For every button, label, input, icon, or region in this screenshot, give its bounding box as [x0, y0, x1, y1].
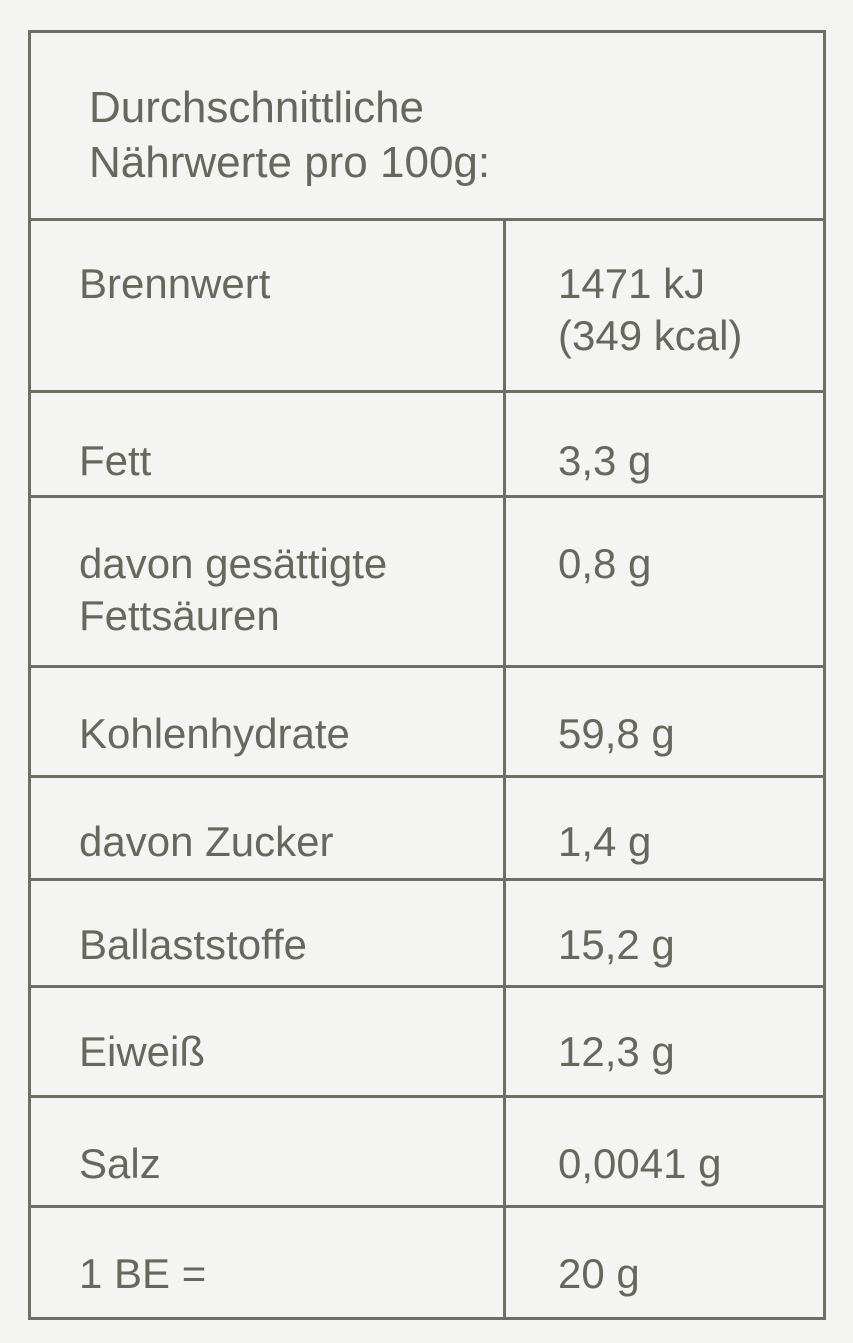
table-row: Salz 0,0041 g: [31, 1098, 823, 1208]
nutrient-label: 1 BE =: [79, 1208, 499, 1320]
nutrient-value: 12,3 g: [503, 988, 823, 1095]
table-row: davon gesättigte Fettsäuren 0,8 g: [31, 498, 823, 668]
nutrient-value: 59,8 g: [503, 668, 823, 775]
nutrient-label: davon gesättigte Fettsäuren: [79, 498, 499, 665]
value-text-2: (349 kcal): [558, 312, 743, 359]
title-line-1: Durchschnittliche: [89, 83, 425, 132]
nutrient-label: Fett: [79, 393, 499, 495]
table-row: Kohlenhydrate 59,8 g: [31, 668, 823, 778]
nutrient-value: 0,0041 g: [503, 1098, 823, 1205]
label-text: Eiweiß: [79, 1028, 206, 1075]
nutrient-value: 0,8 g: [503, 498, 823, 665]
nutrient-value: 1471 kJ (349 kcal): [503, 218, 823, 390]
nutrient-value: 15,2 g: [503, 881, 823, 985]
label-text: Fett: [79, 437, 152, 484]
nutrient-label: davon Zucker: [79, 778, 499, 878]
table-row: davon Zucker 1,4 g: [31, 778, 823, 881]
value-text: 0,0041 g: [558, 1140, 722, 1187]
label-text: 1 BE =: [79, 1250, 207, 1297]
value-text: 0,8 g: [558, 540, 652, 587]
value-text: 3,3 g: [558, 437, 652, 484]
label-text: Salz: [79, 1140, 161, 1187]
label-text: Brennwert: [79, 260, 271, 307]
nutrient-label: Ballaststoffe: [79, 881, 499, 985]
nutrient-label: Brennwert: [79, 218, 499, 390]
table-row: Fett 3,3 g: [31, 393, 823, 498]
nutrition-table: Durchschnittliche Nährwerte pro 100g: Br…: [28, 30, 826, 1320]
label-text: Ballaststoffe: [79, 921, 308, 968]
table-header: Durchschnittliche Nährwerte pro 100g:: [31, 33, 823, 221]
value-text: 12,3 g: [558, 1028, 675, 1075]
value-text: 1,4 g: [558, 818, 652, 865]
table-row: 1 BE = 20 g: [31, 1208, 823, 1320]
nutrient-label: Salz: [79, 1098, 499, 1205]
table-row: Brennwert 1471 kJ (349 kcal): [31, 218, 823, 393]
label-text-2: Fettsäuren: [79, 592, 280, 639]
title-line-2: Nährwerte pro 100g:: [89, 138, 491, 187]
nutrient-value: 1,4 g: [503, 778, 823, 878]
label-text: Kohlenhydrate: [79, 710, 350, 757]
nutrient-label: Eiweiß: [79, 988, 499, 1095]
value-text: 20 g: [558, 1250, 640, 1297]
nutrient-value: 20 g: [503, 1208, 823, 1320]
value-text: 1471 kJ: [558, 260, 706, 307]
table-row: Eiweiß 12,3 g: [31, 988, 823, 1098]
label-text: davon Zucker: [79, 818, 334, 865]
table-row: Ballaststoffe 15,2 g: [31, 881, 823, 988]
label-text: davon gesättigte: [79, 540, 388, 587]
nutrient-label: Kohlenhydrate: [79, 668, 499, 775]
nutrient-value: 3,3 g: [503, 393, 823, 495]
value-text: 59,8 g: [558, 710, 675, 757]
value-text: 15,2 g: [558, 921, 675, 968]
